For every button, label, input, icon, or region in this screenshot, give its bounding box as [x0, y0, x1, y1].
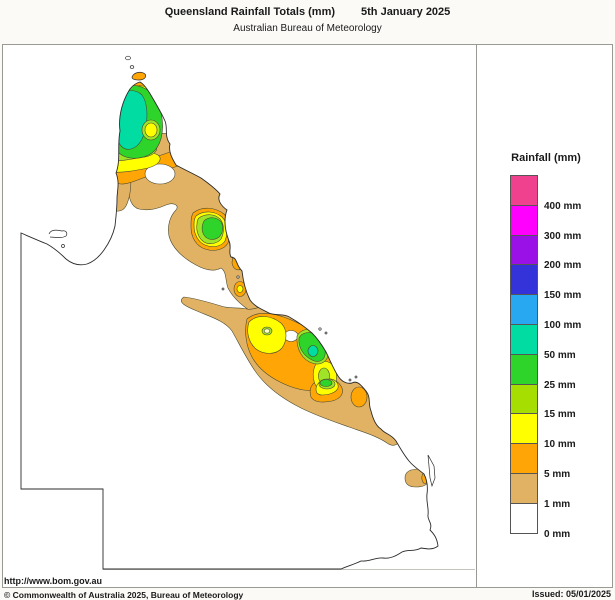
legend-swatch-150-200: 150 mm: [510, 264, 581, 301]
contour-orange-mackay: [350, 386, 368, 408]
island-coast-5: [348, 378, 352, 382]
footer-url: http://www.bom.gov.au: [4, 576, 102, 586]
map-subtitle: Australian Bureau of Meteorology: [233, 23, 382, 34]
footer-issued: Issued: 05/01/2025: [531, 589, 611, 599]
map-title-line: Queensland Rainfall Totals (mm) 5th Janu…: [0, 6, 615, 18]
legend-label-400: 400 mm: [544, 200, 582, 212]
legend-swatch-5-10: 5 mm: [510, 443, 570, 480]
legend-label-5: 5 mm: [544, 468, 571, 480]
inversion-pale-central: [263, 328, 271, 334]
legend-label-200: 200 mm: [544, 260, 582, 272]
island-mornington: [48, 229, 68, 238]
legend-bar: 400 mm 300 mm 200 mm 150 mm 100 mm 50 mm…: [510, 175, 581, 540]
island-torres-2: [129, 65, 135, 69]
legend-label-300: 300 mm: [544, 230, 582, 242]
island-coast-3: [318, 327, 322, 331]
island-coast-6: [354, 375, 358, 379]
legend-swatch-15-25: 15 mm: [510, 383, 576, 420]
footer-copyright: © Commonwealth of Australia 2025, Bureau…: [4, 590, 244, 600]
legend-label-0: 0 mm: [544, 528, 571, 540]
legend-swatch-gt400: 400 mm: [510, 175, 581, 212]
map-title: Queensland Rainfall Totals (mm): [164, 6, 336, 18]
dry-hole-peninsula-base: [144, 163, 176, 185]
legend-swatch-10-15: 10 mm: [510, 413, 576, 450]
contour-teal-townsville-core: [307, 345, 319, 357]
island-coast-2: [221, 287, 225, 291]
island-torres-1: [125, 55, 131, 61]
contour-green-yeppoon-core: [319, 379, 333, 387]
legend-label-25: 25 mm: [544, 379, 576, 391]
legend-label-1: 1 mm: [544, 498, 571, 510]
legend-swatch-50-100: 50 mm: [510, 323, 576, 361]
map-date: 5th January 2025: [361, 6, 451, 18]
legend-label-50: 50 mm: [544, 349, 576, 361]
legend-swatch-25-50: 25 mm: [510, 353, 576, 391]
legend-swatch-0-1: 0 mm: [510, 502, 570, 540]
legend-swatch-100-150: 100 mm: [510, 294, 581, 331]
legend-swatch-1-5: 1 mm: [510, 472, 570, 510]
inversion-yellow-cape-east: [144, 122, 158, 138]
island-gulf-small: [61, 244, 65, 248]
contour-yellow-hinchinbrook-core: [236, 285, 244, 293]
legend-label-150: 150 mm: [544, 290, 582, 302]
qld-border: [20, 81, 439, 570]
island-coast-1: [236, 275, 240, 279]
legend-label-100: 100 mm: [544, 319, 582, 331]
legend-title: Rainfall (mm): [511, 152, 581, 164]
legend-label-15: 15 mm: [544, 409, 576, 421]
island-torres-orange: [131, 71, 146, 81]
contour-green-cairns-core: [201, 217, 224, 240]
islands: [48, 55, 436, 488]
legend-label-10: 10 mm: [544, 439, 576, 451]
island-coast-4: [324, 331, 328, 335]
island-fraser: [427, 454, 436, 488]
legend-swatch-200-300: 200 mm: [510, 234, 581, 271]
legend-swatch-300-400: 300 mm: [510, 204, 581, 242]
